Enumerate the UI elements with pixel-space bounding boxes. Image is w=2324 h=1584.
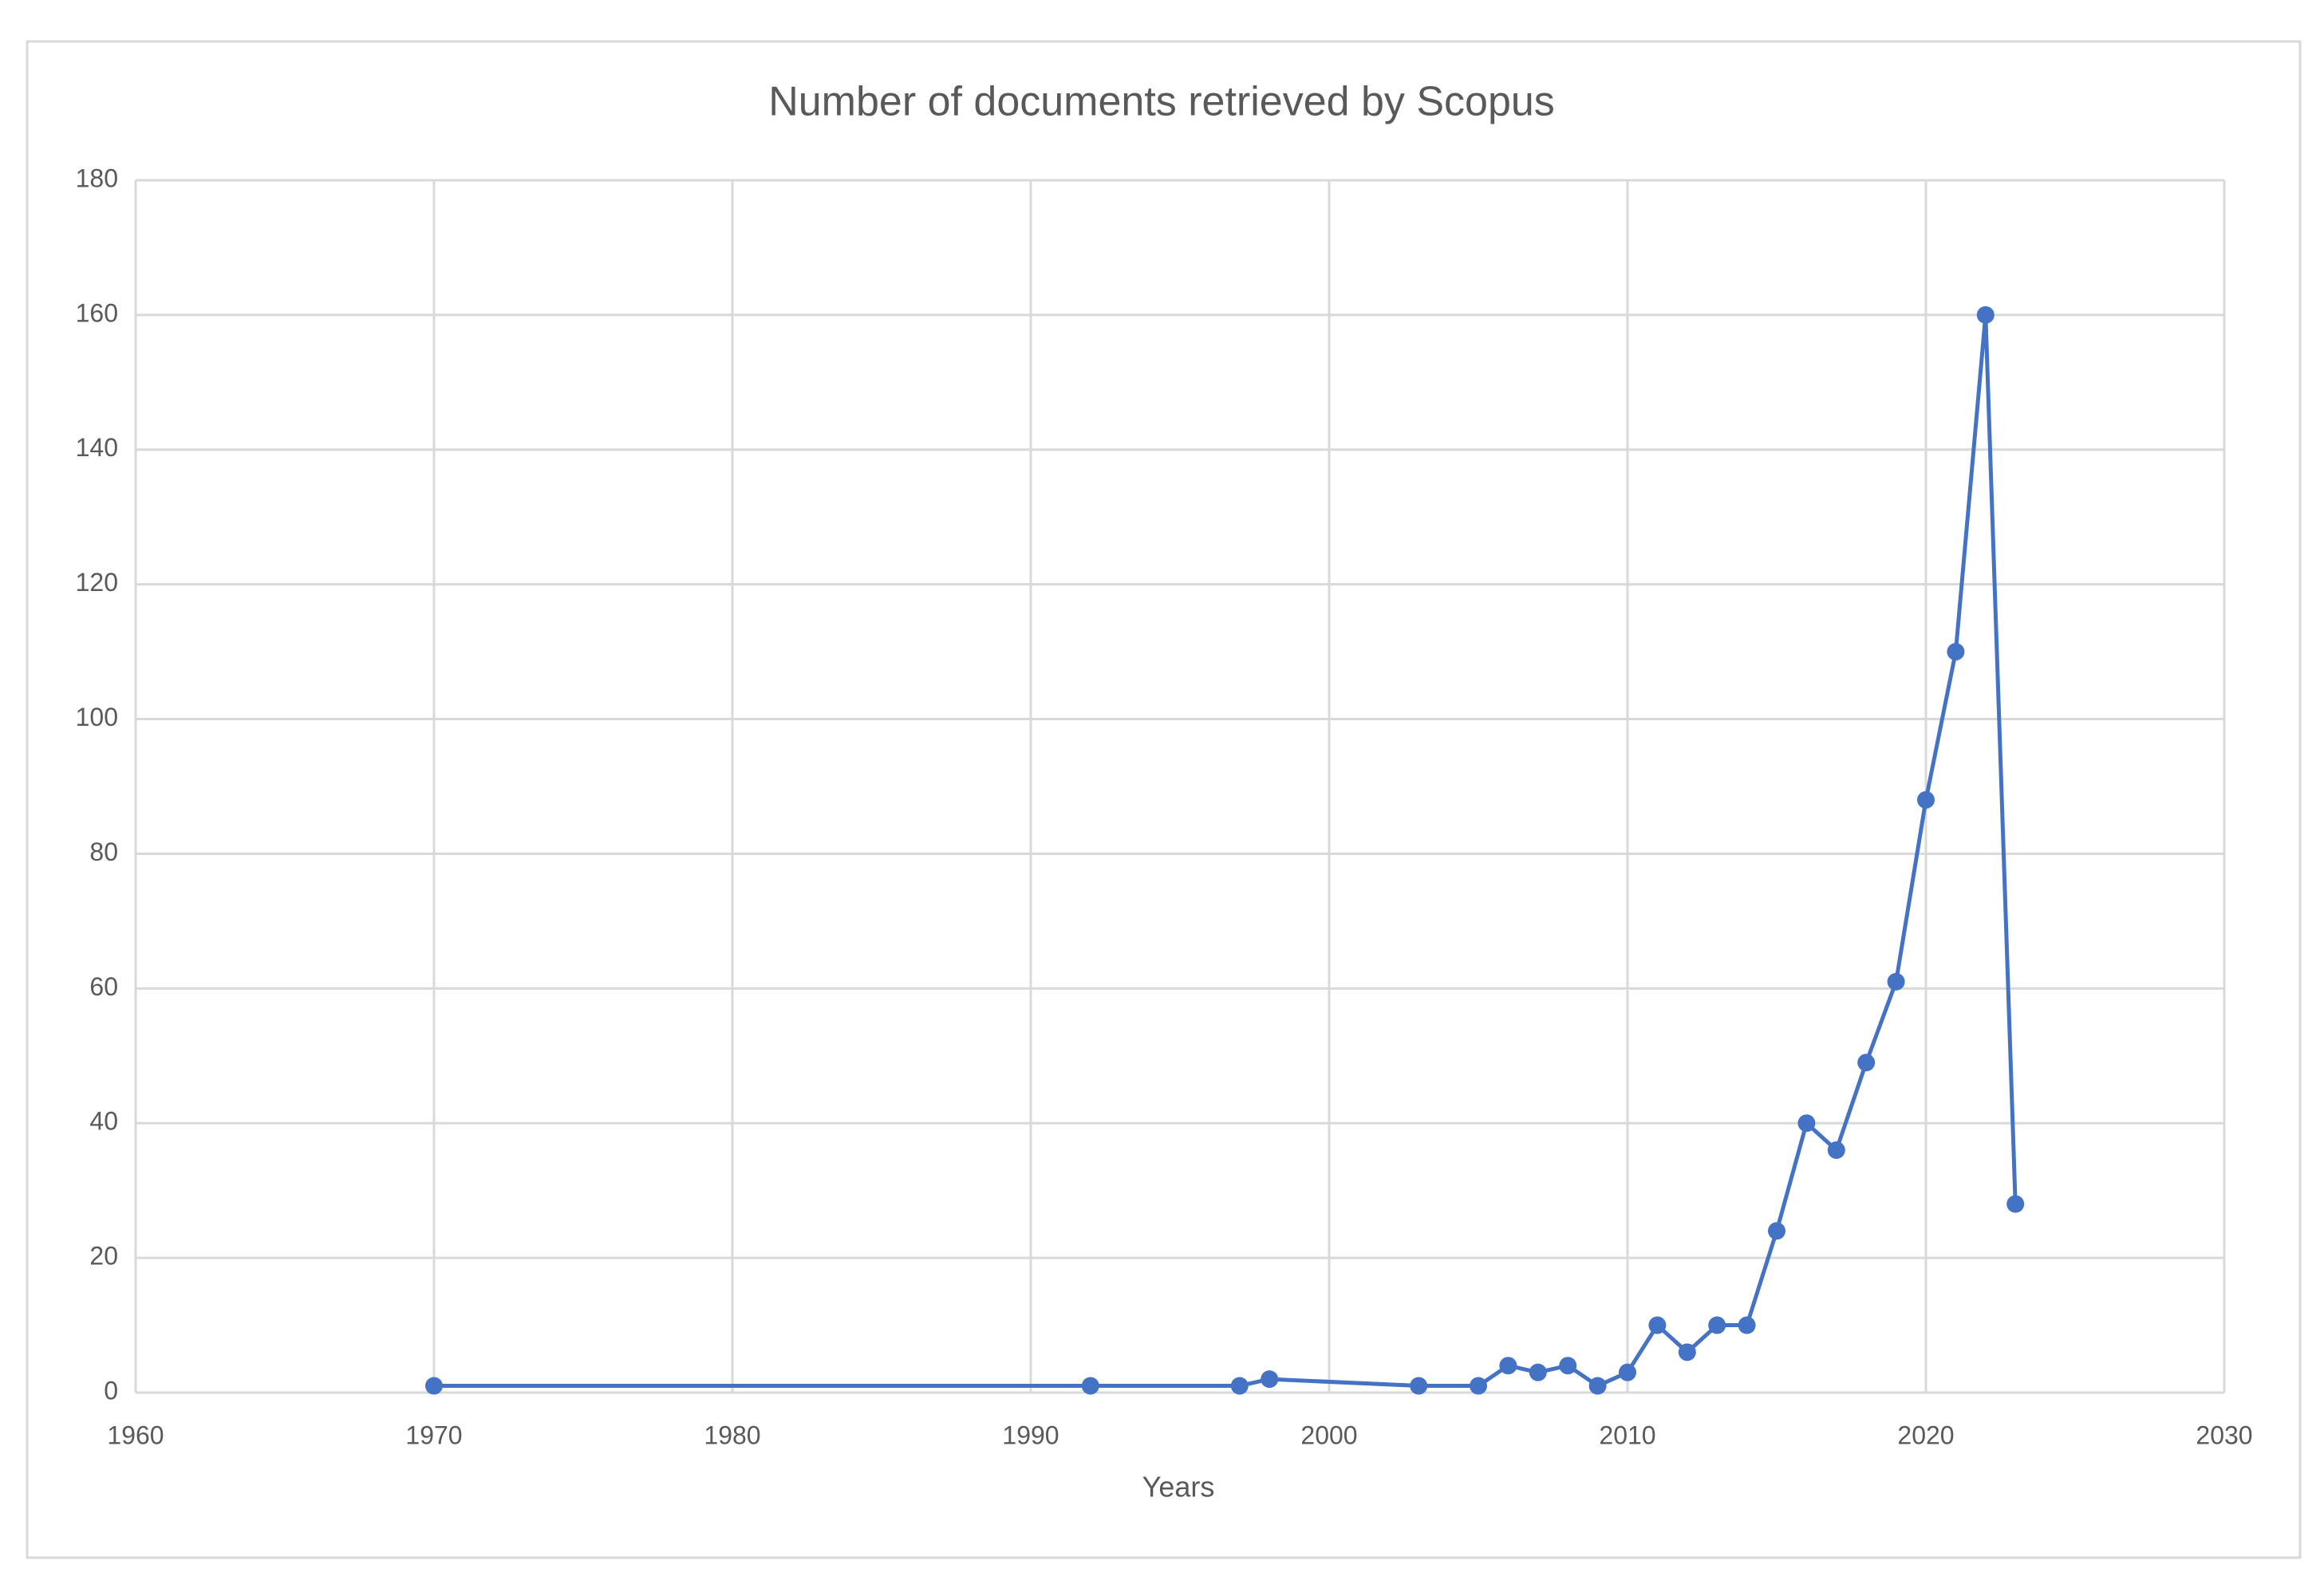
point [1410,1377,1428,1395]
point [1648,1316,1667,1334]
point [1976,305,1995,324]
point [1678,1343,1696,1361]
x-tick-label: 1980 [704,1420,760,1449]
line [434,313,2018,1389]
y-tick-label: 60 [89,972,118,1001]
x-tick-label: 2030 [2196,1420,2252,1449]
chart-title: Number of documents retrieved by Scopus [768,79,1555,125]
point [1559,1357,1577,1375]
point [1917,790,1935,809]
point [1947,643,1965,661]
x-tick-label: 1960 [107,1420,164,1449]
point [1768,1222,1785,1240]
y-tick-label: 20 [89,1242,118,1271]
x-tick-label: 2010 [1599,1420,1655,1449]
y-tick-label: 160 [76,298,118,327]
point [2006,1195,2025,1213]
point [1081,1377,1099,1395]
y-tick-label: 0 [104,1376,118,1405]
point [1261,1370,1279,1389]
point [1738,1316,1756,1334]
point [1887,972,1905,991]
x-tick-label: 1970 [405,1420,462,1449]
x-axis-label: Years [1142,1471,1215,1503]
y-tick-label: 120 [76,568,118,597]
y-tick-label: 100 [76,703,118,731]
chart-border [26,40,2302,1559]
y-tick-label: 80 [89,837,118,866]
point [1797,1114,1816,1133]
y-tick-label: 40 [89,1107,118,1136]
x-tick-label: 1990 [1002,1420,1059,1449]
point [1827,1141,1845,1159]
point [1619,1363,1636,1381]
point [1499,1357,1517,1375]
point [1470,1377,1487,1395]
point [1529,1363,1547,1381]
point [1708,1316,1726,1334]
point [425,1377,443,1395]
x-tick-label: 2000 [1300,1420,1357,1449]
point [1588,1377,1607,1395]
x-tick-label: 2020 [1897,1420,1954,1449]
point [1230,1377,1249,1395]
point [1857,1054,1876,1072]
y-tick-label: 140 [76,433,118,462]
y-tick-label: 180 [76,164,118,192]
